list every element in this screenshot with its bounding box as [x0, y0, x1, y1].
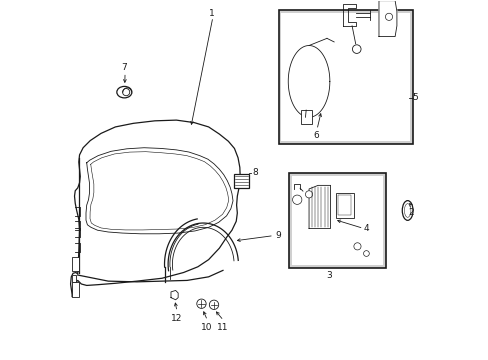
Text: 10: 10 — [201, 323, 212, 332]
Bar — [335, 193, 353, 218]
Circle shape — [353, 243, 360, 250]
Ellipse shape — [117, 86, 132, 98]
Text: 8: 8 — [252, 168, 258, 177]
Text: 7: 7 — [121, 63, 127, 72]
Bar — [72, 257, 79, 271]
Ellipse shape — [402, 201, 412, 220]
Bar — [72, 275, 76, 282]
Text: 3: 3 — [325, 270, 331, 279]
Text: 5: 5 — [411, 93, 417, 102]
Circle shape — [292, 195, 301, 204]
Circle shape — [122, 89, 129, 96]
Text: 6: 6 — [313, 131, 319, 140]
Circle shape — [196, 299, 206, 309]
Circle shape — [305, 191, 312, 198]
Text: 1: 1 — [209, 9, 215, 18]
Bar — [338, 195, 350, 215]
Bar — [278, 10, 412, 144]
Polygon shape — [308, 185, 330, 228]
Circle shape — [209, 300, 218, 310]
Bar — [289, 173, 386, 268]
Text: 9: 9 — [275, 231, 281, 240]
Polygon shape — [378, 1, 396, 37]
Bar — [281, 13, 409, 141]
Bar — [72, 282, 79, 297]
Circle shape — [363, 251, 368, 256]
Bar — [300, 110, 311, 125]
Bar — [233, 174, 248, 188]
Text: 2: 2 — [407, 208, 413, 217]
Polygon shape — [171, 291, 178, 300]
Circle shape — [385, 13, 392, 21]
Bar — [292, 176, 383, 265]
Ellipse shape — [404, 204, 410, 217]
Circle shape — [352, 45, 360, 53]
Text: 4: 4 — [363, 224, 368, 233]
Text: 12: 12 — [170, 314, 182, 323]
Text: 11: 11 — [217, 323, 228, 332]
